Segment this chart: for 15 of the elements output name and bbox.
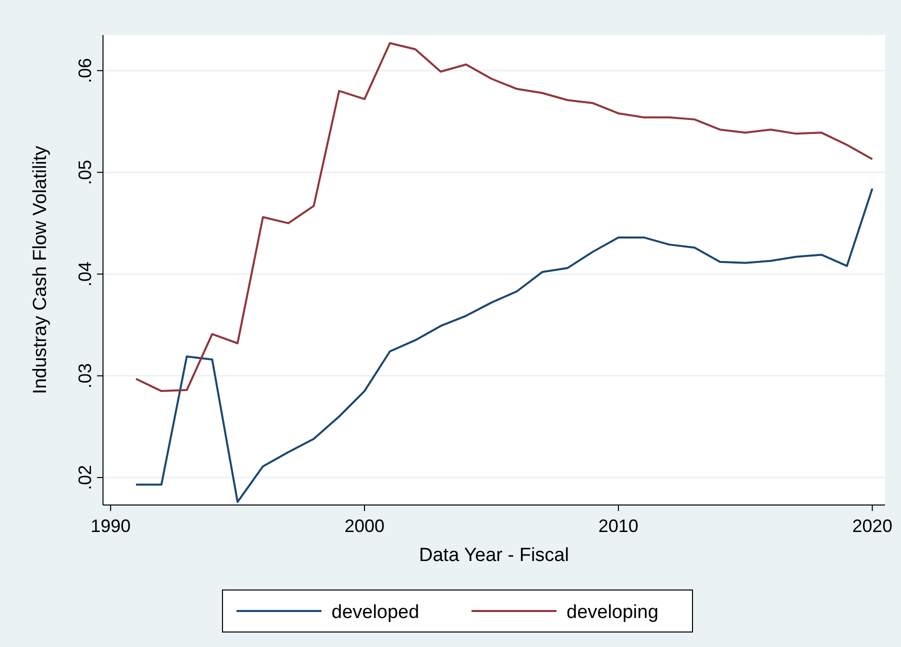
y-tick-label: .05 <box>75 160 95 185</box>
line-series <box>135 42 874 392</box>
legend-label: developed <box>332 602 420 623</box>
line-series <box>135 188 874 503</box>
legend-label: developing <box>566 602 658 623</box>
y-tick-label: .06 <box>75 58 95 84</box>
x-tick-label: 2020 <box>852 516 892 536</box>
x-tick-label: 2010 <box>598 516 638 536</box>
y-axis-title: Industray Cash Flow Volatility <box>30 145 51 394</box>
y-tick-label: .03 <box>75 363 95 388</box>
x-tick-label: 1990 <box>90 516 131 536</box>
y-tick-label: .02 <box>75 465 95 490</box>
x-axis-title: Data Year - Fiscal <box>419 545 569 566</box>
x-tick-label: 2000 <box>344 516 385 536</box>
y-tick-label: .04 <box>75 262 95 287</box>
